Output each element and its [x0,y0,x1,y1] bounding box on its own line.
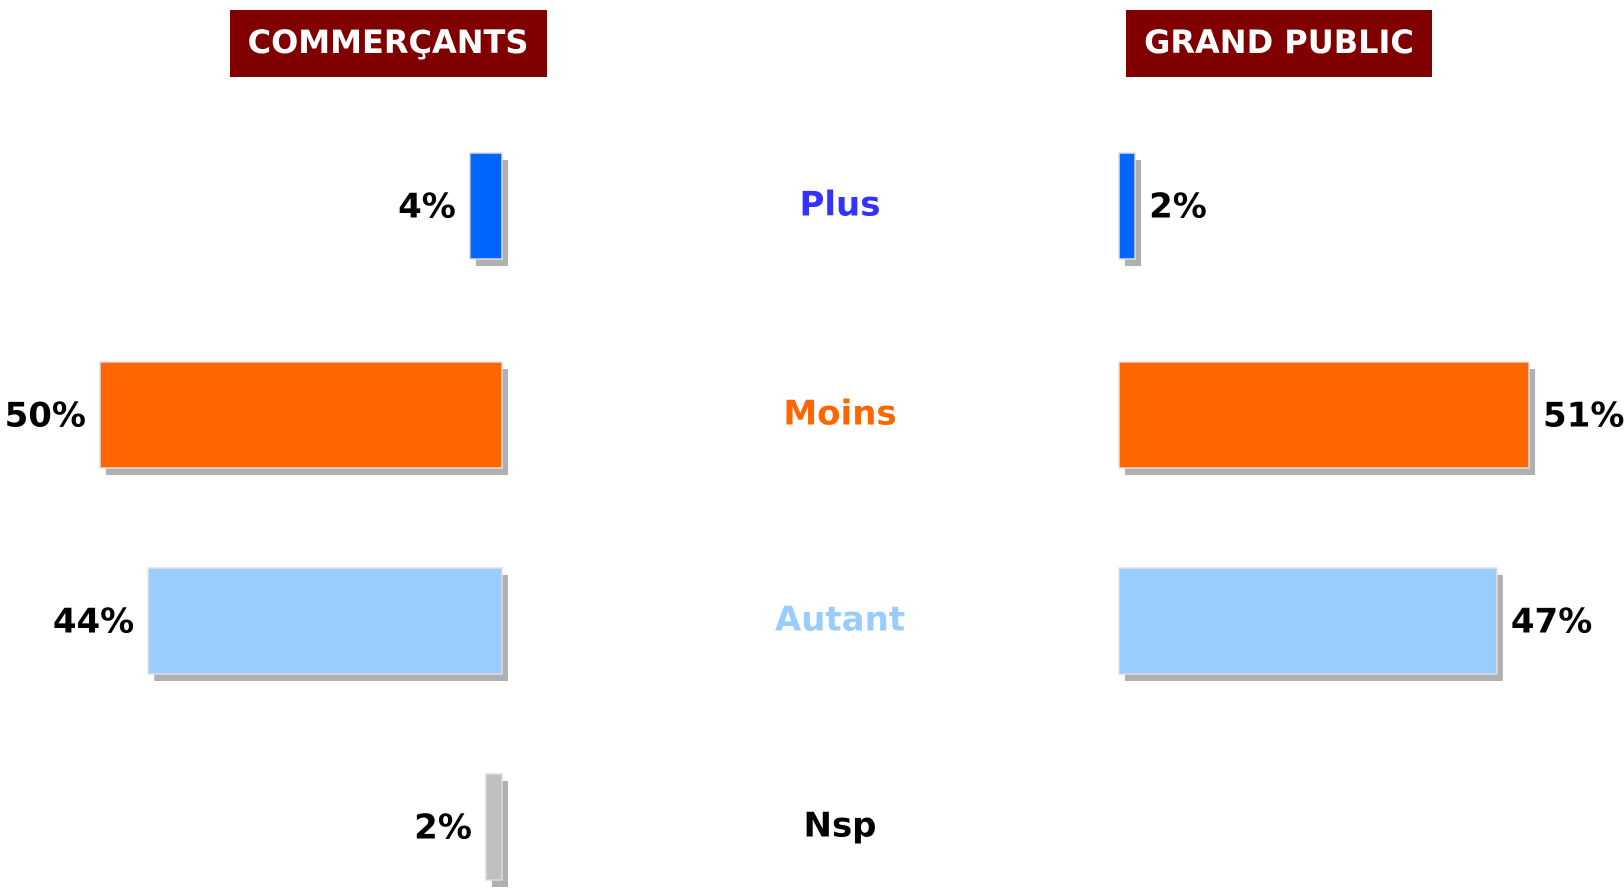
value-label: 44% [53,602,134,642]
category-label: Nsp [803,806,876,846]
header-box [230,10,547,77]
series-title: GRAND PUBLIC [1144,23,1414,61]
bar [1118,567,1498,675]
value-label: 51% [1543,396,1624,436]
value-label: 2% [414,808,472,848]
bar [469,152,503,260]
bar [485,773,503,881]
value-label: 2% [1149,187,1207,227]
bar [1118,361,1530,469]
category-label: Moins [783,394,896,434]
category-label: Autant [775,600,905,640]
category-label: Plus [799,185,880,225]
value-label: 47% [1511,602,1592,642]
value-label: 50% [5,396,86,436]
bar [99,361,503,469]
header-box [1126,10,1432,77]
bar [147,567,503,675]
bar [1118,152,1136,260]
series-title: COMMERÇANTS [248,23,529,61]
value-label: 4% [398,187,456,227]
